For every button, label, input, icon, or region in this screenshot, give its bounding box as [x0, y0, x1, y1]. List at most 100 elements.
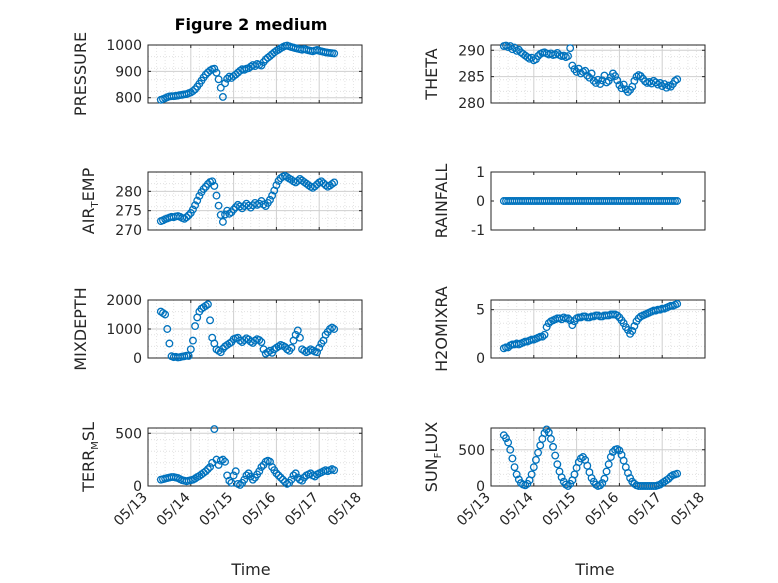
data-point: [502, 41, 510, 50]
data-point: [210, 425, 219, 434]
data-point: [216, 83, 225, 92]
x-tick-label: 05/15: [540, 490, 580, 530]
data-point: [191, 322, 200, 331]
data-point: [328, 180, 336, 188]
data-point: [583, 71, 592, 80]
data-point: [538, 332, 547, 341]
y-tick-label: 0: [133, 479, 142, 495]
x-axis-label-left: Time: [230, 560, 270, 579]
y-axis-label-part: RAINFALL: [432, 164, 451, 239]
data-point: [602, 78, 611, 87]
data-point: [218, 92, 227, 101]
data-point: [291, 469, 300, 478]
subplot-7: 0 500 05/13 05/14 05/15 05/16 05/17 05/18 TERRMS…: [79, 422, 365, 529]
data-point: [602, 467, 611, 476]
plot-area: [491, 172, 705, 230]
y-axis-label: MIXDEPTH: [71, 287, 90, 370]
data-point: [564, 482, 572, 490]
data-point: [628, 326, 637, 335]
subplot-2: 280 285 290 THETA: [422, 41, 706, 112]
data-point: [218, 455, 227, 464]
y-axis-label-part: THETA: [422, 48, 441, 100]
data-point: [596, 481, 605, 490]
y-axis-label: H2OMIXRA: [432, 286, 451, 372]
axes-box: [147, 44, 363, 104]
data-point: [310, 182, 319, 191]
data-point: [214, 460, 223, 469]
data-point: [673, 469, 682, 478]
data-point: [581, 66, 590, 75]
y-axis-label-part: TERR: [79, 450, 98, 493]
data-point: [191, 201, 200, 210]
y-axis-label: PRESSURE: [71, 32, 90, 116]
data-point: [502, 434, 510, 443]
data-point: [613, 311, 622, 320]
y-axis-label: RAINFALL: [432, 164, 451, 239]
data-point: [613, 76, 622, 85]
data-point: [589, 76, 598, 85]
y-tick-label: 285: [458, 70, 485, 86]
x-tick-label: 05/13: [111, 490, 151, 530]
axes-box: [147, 427, 363, 487]
y-tick-label: 0: [476, 479, 485, 495]
data-point: [236, 480, 244, 489]
data-point: [630, 76, 639, 85]
y-axis-label-part: AIR: [79, 207, 98, 234]
data-point: [508, 454, 517, 463]
data-point: [506, 445, 515, 454]
subplot-4: -1 0 1 RAINFALL: [432, 164, 706, 239]
y-tick-label: 290: [458, 43, 485, 59]
data-point: [255, 336, 264, 344]
data-point: [289, 471, 298, 480]
data-point: [529, 463, 538, 472]
y-tick-label: 270: [115, 223, 142, 239]
data-point: [272, 181, 281, 190]
y-tick-label: 0: [476, 351, 485, 367]
data-point: [225, 476, 234, 485]
data-point: [606, 453, 615, 461]
data-point: [504, 438, 513, 447]
data-point: [221, 79, 229, 88]
y-axis-label: AIRTEMP: [79, 167, 101, 234]
subplot-5: 0 1000 2000 MIXDEPTH: [71, 287, 363, 371]
data-point: [223, 74, 232, 83]
data-point: [184, 352, 193, 360]
data-point: [564, 52, 572, 61]
data-point: [165, 339, 174, 348]
data-point: [257, 338, 266, 346]
data-point: [212, 191, 221, 200]
axes-box: [490, 44, 706, 104]
axes-box: [147, 171, 363, 231]
data-point: [257, 463, 266, 471]
subplot-1: 800 900 1000 PRESSURE: [71, 32, 363, 116]
data-point: [208, 177, 217, 186]
data-point: [229, 205, 238, 214]
data-point: [276, 473, 285, 482]
data-point: [182, 213, 191, 222]
data-point: [551, 451, 560, 460]
data-point: [199, 185, 208, 193]
data-point: [542, 323, 551, 332]
y-tick-label: 1000: [106, 322, 142, 338]
data-point: [188, 205, 197, 214]
data-point: [266, 346, 274, 355]
x-tick-label: 05/13: [454, 490, 494, 530]
data-point: [587, 69, 596, 78]
data-point: [673, 299, 682, 308]
y-axis-label-part: PRESSURE: [71, 32, 90, 116]
y-axis-label-part: H2OMIXRA: [432, 286, 451, 372]
data-point: [534, 448, 543, 457]
y-axis-label: SUNFLUX: [422, 422, 444, 492]
data-point: [330, 49, 339, 58]
data-point: [218, 217, 227, 226]
data-point: [240, 475, 249, 484]
data-point: [210, 64, 219, 73]
data-point: [330, 325, 339, 333]
data-point: [330, 466, 339, 475]
data-point: [216, 210, 225, 219]
data-point: [203, 465, 212, 474]
y-axis-label: THETA: [422, 48, 441, 100]
x-tick-label: 05/16: [582, 489, 622, 529]
